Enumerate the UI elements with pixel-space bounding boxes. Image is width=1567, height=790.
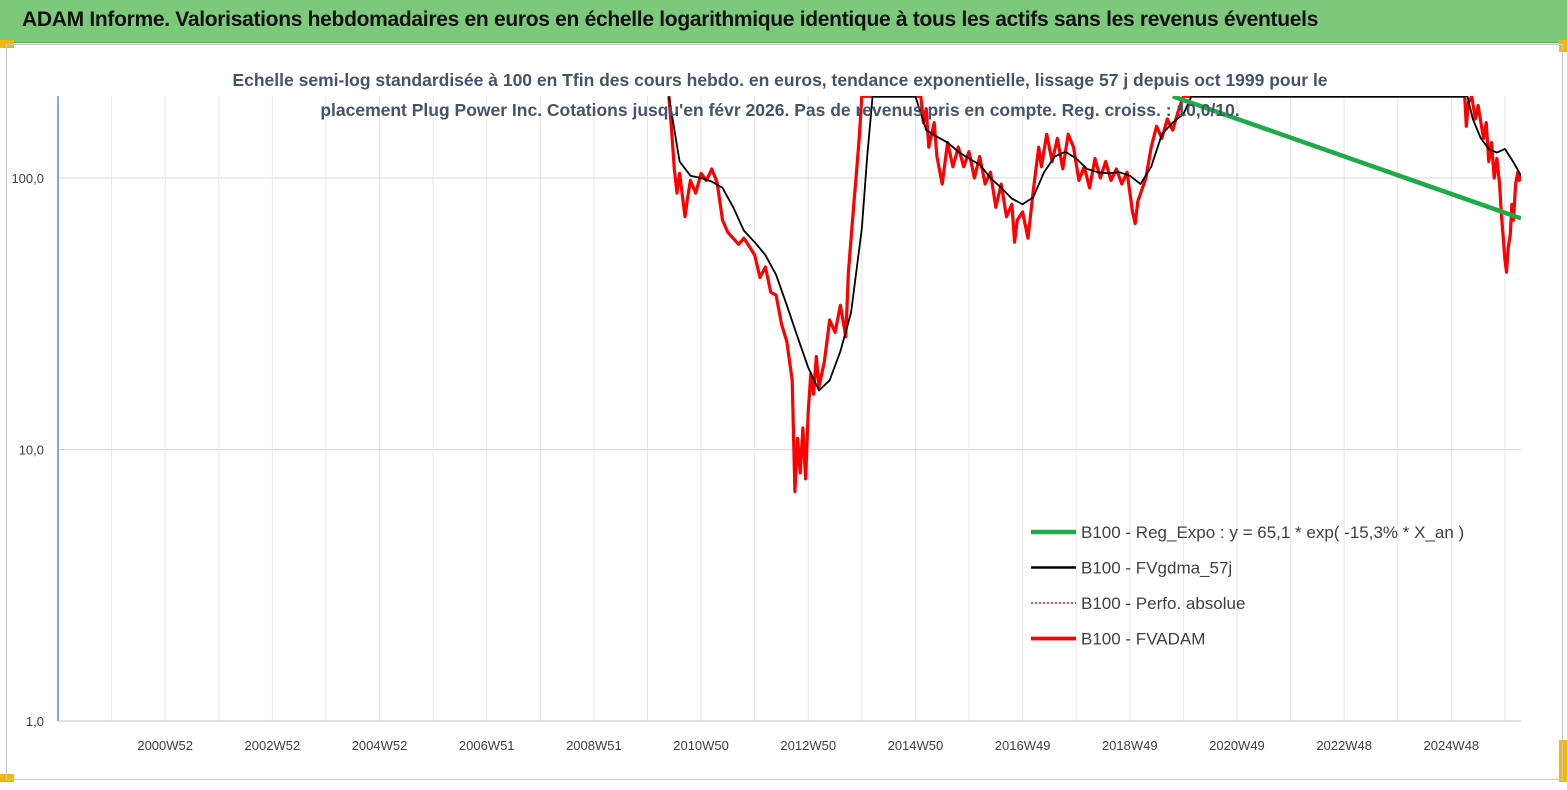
x-tick-label: 2002W52 (245, 738, 301, 753)
grid (58, 96, 1521, 722)
x-tick-label: 2012W50 (780, 738, 836, 753)
legend-label-0: B100 - Reg_Expo : y = 65,1 * exp( -15,3%… (1081, 523, 1464, 542)
page-title: ADAM Informe. Valorisations hebdomadaire… (22, 8, 1319, 31)
legend-label-1: B100 - FVgdma_57j (1081, 559, 1232, 578)
legend-label-3: B100 - FVADAM (1081, 630, 1205, 649)
x-tick-label: 2008W51 (566, 738, 622, 753)
x-tick-label: 2006W51 (459, 738, 515, 753)
x-tick-label: 2020W49 (1209, 738, 1265, 753)
corner-marker-top-right (1559, 40, 1567, 52)
y-tick-label: 10,0 (19, 443, 44, 458)
chart-subtitle-line-1: Echelle semi-log standardisée à 100 en T… (232, 70, 1327, 90)
axes: 100,0 10,0 1,0 2000W52 2002W52 2004W52 2006W51… (11, 96, 1521, 753)
chart-frame (6, 44, 1563, 780)
x-tick-label: 2022W48 (1316, 738, 1372, 753)
corner-marker-bottom-left (0, 774, 14, 782)
x-tick-label: 2016W49 (995, 738, 1051, 753)
x-tick-label: 2018W49 (1102, 738, 1158, 753)
title-bar: ADAM Informe. Valorisations hebdomadaire… (0, 0, 1567, 43)
x-tick-label: 2004W52 (352, 738, 408, 753)
x-tick-label: 2024W48 (1424, 738, 1480, 753)
series-layer (667, 96, 1521, 494)
series-line-1 (668, 96, 1521, 392)
y-tick-label: 100,0 (11, 171, 44, 186)
y-tick-label: 1,0 (26, 714, 44, 729)
legend-label-2: B100 - Perfo. absolue (1081, 594, 1245, 613)
series-line-0 (1171, 96, 1521, 221)
x-tick-label: 2014W50 (888, 738, 944, 753)
series-line-3 (667, 96, 1521, 494)
chart-subtitle-line-2: placement Plug Power Inc. Cotations jusq… (320, 100, 1239, 120)
x-tick-label: 2010W50 (673, 738, 729, 753)
corner-marker-bottom-right (1559, 740, 1567, 782)
x-tick-label: 2000W52 (137, 738, 193, 753)
legend: B100 - Reg_Expo : y = 65,1 * exp( -15,3%… (1031, 523, 1464, 649)
